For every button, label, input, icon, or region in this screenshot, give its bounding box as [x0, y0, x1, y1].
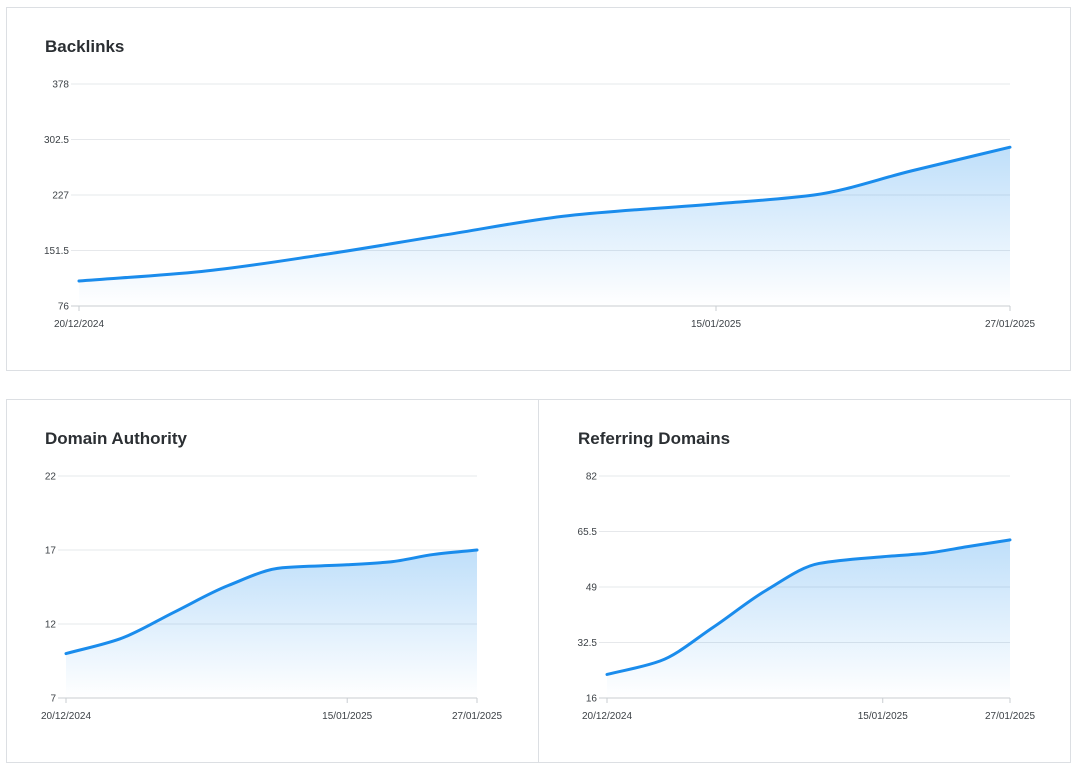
- data-point: [567, 214, 571, 218]
- data-point: [475, 548, 479, 552]
- x-tick-label: 20/12/2024: [582, 711, 632, 722]
- data-point: [658, 659, 662, 663]
- domain-authority-chart: 22 17 12 7 20/12/2024 15/01/2025 27/01/2025: [41, 472, 502, 723]
- y-tick-label: 302.5: [44, 135, 69, 146]
- data-point: [172, 610, 176, 614]
- data-point: [714, 202, 718, 206]
- y-tick-label: 151.5: [44, 246, 69, 257]
- referring-domains-card: Referring Domains 82 65.5 49 32.5 16 20/12/20…: [538, 399, 1071, 763]
- y-tick-label: 65.5: [578, 527, 598, 538]
- data-point: [77, 279, 81, 283]
- y-tick-label: 378: [52, 80, 69, 91]
- y-tick-label: 22: [45, 472, 57, 483]
- data-point: [280, 566, 284, 570]
- series-line: [605, 538, 1012, 676]
- y-tick-label: 227: [52, 191, 69, 202]
- series-area-fill: [79, 147, 1010, 306]
- chart-title: Backlinks: [45, 37, 125, 56]
- y-tick-label: 16: [586, 694, 598, 705]
- data-point: [445, 233, 449, 237]
- x-tick-label: 15/01/2025: [691, 319, 741, 330]
- data-point: [1008, 538, 1012, 542]
- y-tick-label: 7: [50, 694, 56, 705]
- domain-authority-card: Domain Authority 22 17 12 7 20/12/2024 15/01/…: [6, 399, 539, 763]
- series-line: [77, 145, 1012, 283]
- backlinks-chart: 378 302.5 227 151.5 76 20/12/2024 15/01/2025 27…: [44, 80, 1035, 331]
- data-point: [711, 625, 715, 629]
- y-tick-label: 12: [45, 620, 57, 631]
- data-point: [923, 551, 927, 555]
- x-tick-label: 15/01/2025: [322, 711, 372, 722]
- data-point: [764, 588, 768, 592]
- series-line: [64, 548, 479, 656]
- data-point: [812, 193, 816, 197]
- data-point: [881, 555, 885, 559]
- x-tick-label: 27/01/2025: [985, 711, 1035, 722]
- y-tick-label: 76: [58, 302, 70, 313]
- y-tick-label: 17: [45, 546, 57, 557]
- data-point: [226, 584, 230, 588]
- data-point: [322, 253, 326, 257]
- series-area-fill: [66, 550, 477, 698]
- data-point: [200, 269, 204, 273]
- data-point: [817, 561, 821, 565]
- data-point: [64, 652, 68, 656]
- data-point: [118, 637, 122, 641]
- x-tick-label: 20/12/2024: [41, 711, 91, 722]
- x-tick-label: 20/12/2024: [54, 319, 104, 330]
- chart-title: Domain Authority: [45, 429, 187, 448]
- series-area-fill: [607, 539, 1010, 698]
- x-tick-label: 15/01/2025: [858, 711, 908, 722]
- y-tick-label: 82: [586, 472, 598, 483]
- backlinks-card: Backlinks 378 302.5 227 151.5 76 20/12/2024 15…: [6, 7, 1071, 371]
- chart-title: Referring Domains: [578, 429, 731, 448]
- data-point: [345, 563, 349, 567]
- data-point: [966, 545, 970, 549]
- x-tick-label: 27/01/2025: [985, 319, 1035, 330]
- x-tick-label: 27/01/2025: [452, 711, 502, 722]
- data-point: [388, 560, 392, 564]
- y-tick-label: 49: [586, 583, 598, 594]
- data-point: [432, 552, 436, 556]
- y-tick-label: 32.5: [578, 638, 598, 649]
- data-point: [1008, 145, 1012, 149]
- data-point: [605, 672, 609, 676]
- data-point: [910, 169, 914, 173]
- referring-domains-chart: 82 65.5 49 32.5 16 20/12/2024 15/01/2025 27/01/…: [578, 472, 1036, 723]
